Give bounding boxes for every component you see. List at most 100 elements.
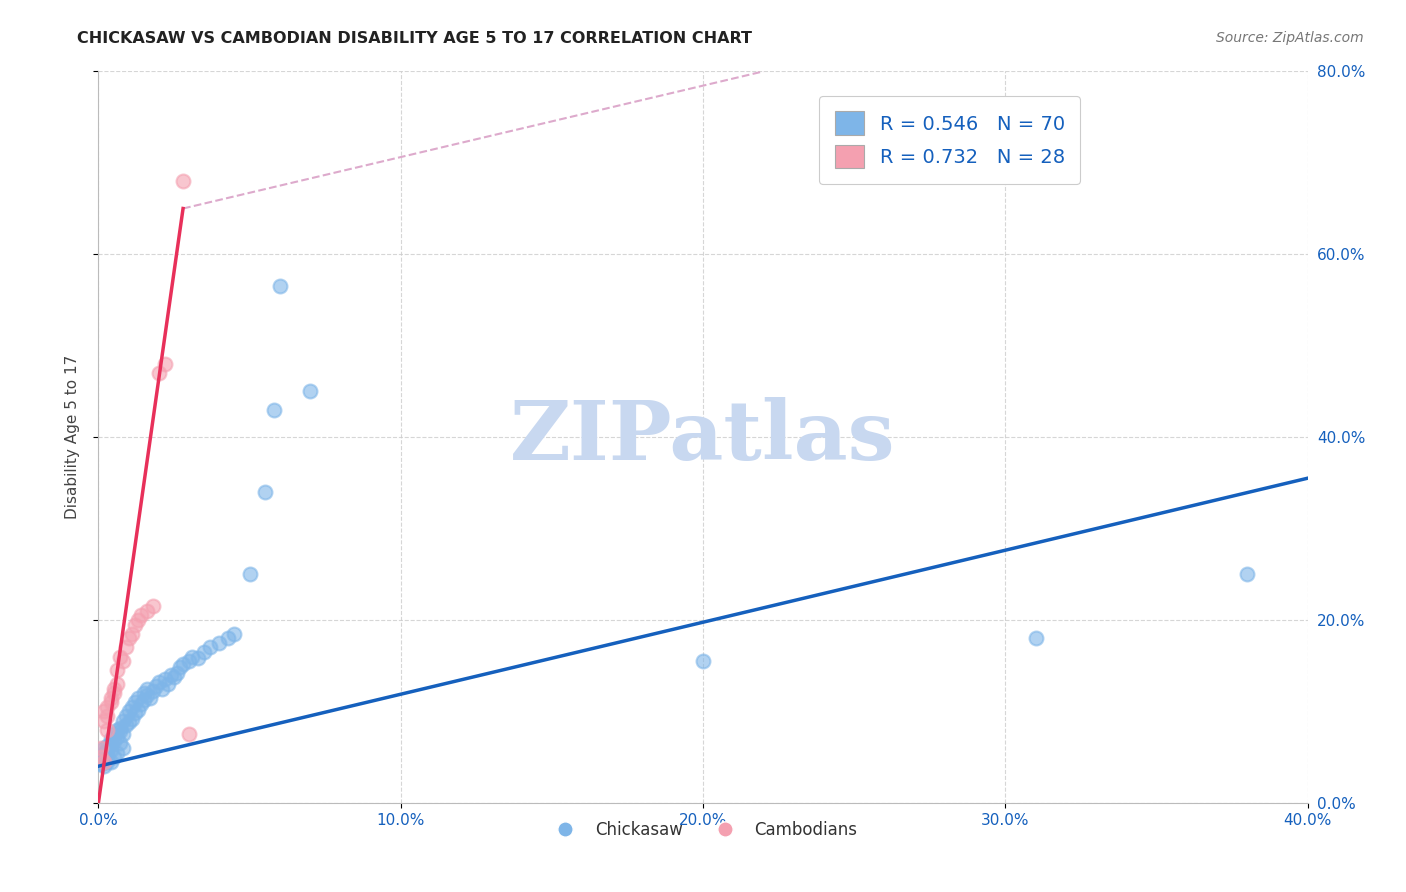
Point: [105, 663, 128, 677]
Point: [96, 699, 118, 714]
Point: [187, 651, 209, 665]
Point: [100, 695, 122, 709]
Point: [111, 654, 134, 668]
Point: [132, 693, 155, 707]
Text: Source: ZipAtlas.com: Source: ZipAtlas.com: [1216, 31, 1364, 45]
Point: [96, 755, 118, 769]
Point: [129, 608, 152, 623]
Point: [93, 755, 115, 769]
Point: [103, 750, 125, 764]
Point: [127, 690, 149, 705]
Point: [269, 279, 291, 293]
Point: [1236, 567, 1258, 582]
Point: [93, 705, 115, 719]
Point: [263, 402, 285, 417]
Point: [148, 366, 170, 380]
Point: [166, 665, 188, 680]
Point: [692, 654, 714, 668]
Point: [108, 724, 131, 739]
Point: [93, 752, 115, 766]
Point: [124, 695, 146, 709]
Point: [105, 746, 128, 760]
Point: [103, 727, 125, 741]
Point: [160, 667, 183, 681]
Point: [208, 636, 231, 650]
Point: [90, 740, 112, 755]
Point: [118, 715, 141, 730]
Point: [103, 686, 125, 700]
Point: [127, 702, 149, 716]
Point: [108, 649, 131, 664]
Point: [96, 739, 118, 753]
Point: [114, 718, 136, 732]
Point: [100, 755, 122, 769]
Point: [93, 746, 115, 760]
Point: [96, 743, 118, 757]
Point: [108, 736, 131, 750]
Point: [100, 736, 122, 750]
Point: [100, 731, 122, 746]
Y-axis label: Disability Age 5 to 17: Disability Age 5 to 17: [65, 355, 80, 519]
Point: [90, 750, 112, 764]
Point: [142, 599, 165, 614]
Point: [156, 677, 179, 691]
Point: [217, 632, 239, 646]
Text: CHICKASAW VS CAMBODIAN DISABILITY AGE 5 TO 17 CORRELATION CHART: CHICKASAW VS CAMBODIAN DISABILITY AGE 5 …: [77, 31, 752, 46]
Point: [172, 174, 194, 188]
Point: [148, 675, 170, 690]
Point: [193, 645, 215, 659]
Point: [132, 686, 155, 700]
Point: [253, 485, 276, 500]
Point: [90, 750, 112, 764]
Point: [153, 357, 176, 371]
Point: [103, 733, 125, 747]
Point: [1024, 632, 1046, 646]
Point: [224, 626, 246, 640]
Point: [111, 714, 134, 728]
Point: [124, 706, 146, 721]
Point: [105, 723, 128, 737]
Point: [114, 709, 136, 723]
Point: [103, 681, 125, 696]
Point: [105, 677, 128, 691]
Point: [135, 604, 157, 618]
Point: [121, 712, 143, 726]
Point: [124, 617, 146, 632]
Point: [121, 626, 143, 640]
Point: [96, 709, 118, 723]
Point: [169, 660, 191, 674]
Point: [200, 640, 222, 655]
Point: [96, 748, 118, 763]
Point: [135, 681, 157, 696]
Point: [105, 730, 128, 744]
Point: [121, 699, 143, 714]
Point: [93, 714, 115, 728]
Point: [111, 727, 134, 741]
Point: [90, 757, 112, 772]
Point: [108, 721, 131, 735]
Point: [150, 681, 173, 696]
Point: [90, 755, 112, 769]
Point: [145, 679, 167, 693]
Point: [118, 705, 141, 719]
Point: [172, 657, 194, 671]
Point: [127, 613, 149, 627]
Point: [179, 727, 201, 741]
Point: [153, 673, 176, 687]
Point: [163, 670, 186, 684]
Point: [111, 740, 134, 755]
Point: [93, 759, 115, 773]
Point: [239, 567, 262, 582]
Point: [100, 743, 122, 757]
Text: ZIPatlas: ZIPatlas: [510, 397, 896, 477]
Point: [96, 723, 118, 737]
Point: [142, 684, 165, 698]
Point: [118, 632, 141, 646]
Point: [129, 697, 152, 711]
Point: [135, 688, 157, 702]
Point: [93, 740, 115, 755]
Point: [181, 649, 204, 664]
Point: [179, 654, 201, 668]
Point: [299, 384, 322, 399]
Point: [114, 640, 136, 655]
